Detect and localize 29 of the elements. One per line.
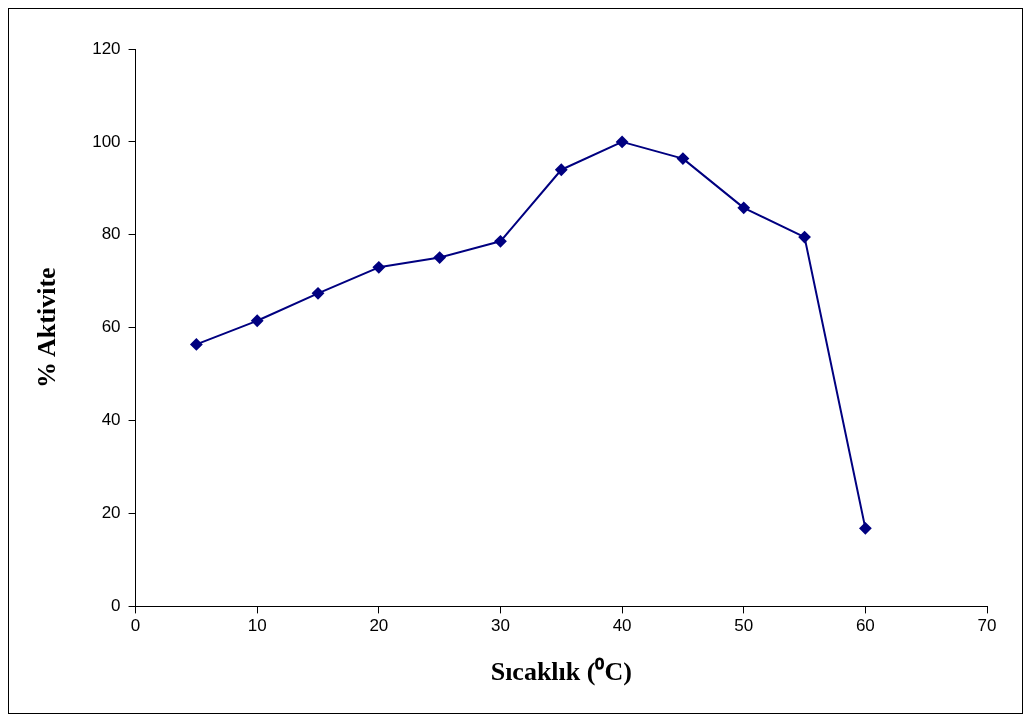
point [737, 201, 750, 214]
point [433, 251, 446, 264]
x-tick-label: 10 [247, 616, 267, 636]
point [312, 287, 325, 300]
x-tick-label: 40 [612, 616, 632, 636]
point [251, 314, 264, 327]
x-tick-label: 60 [855, 616, 875, 636]
y-tick-label: 0 [111, 596, 121, 616]
y-tick-label: 40 [101, 410, 121, 430]
x-axis-title: Sıcaklık (⁰C) [490, 657, 632, 687]
y-axis-title: % Aktivite [32, 267, 62, 388]
point [859, 522, 872, 535]
x-tick-label: 50 [734, 616, 754, 636]
y-tick-label: 60 [101, 317, 121, 337]
x-tick-label: 20 [369, 616, 389, 636]
x-tick-label: 30 [491, 616, 510, 636]
point [798, 231, 811, 244]
y-tick-label: 20 [101, 503, 121, 523]
y-tick-label: 120 [92, 38, 121, 58]
point [494, 235, 507, 248]
point [676, 152, 689, 165]
point [372, 261, 385, 274]
point [616, 135, 629, 148]
x-tick-label: 70 [977, 616, 997, 636]
y-tick-label: 80 [101, 224, 121, 244]
y-tick-label: 100 [92, 131, 121, 151]
x-tick-label: 0 [130, 616, 141, 636]
point [555, 163, 568, 176]
point [190, 338, 203, 351]
